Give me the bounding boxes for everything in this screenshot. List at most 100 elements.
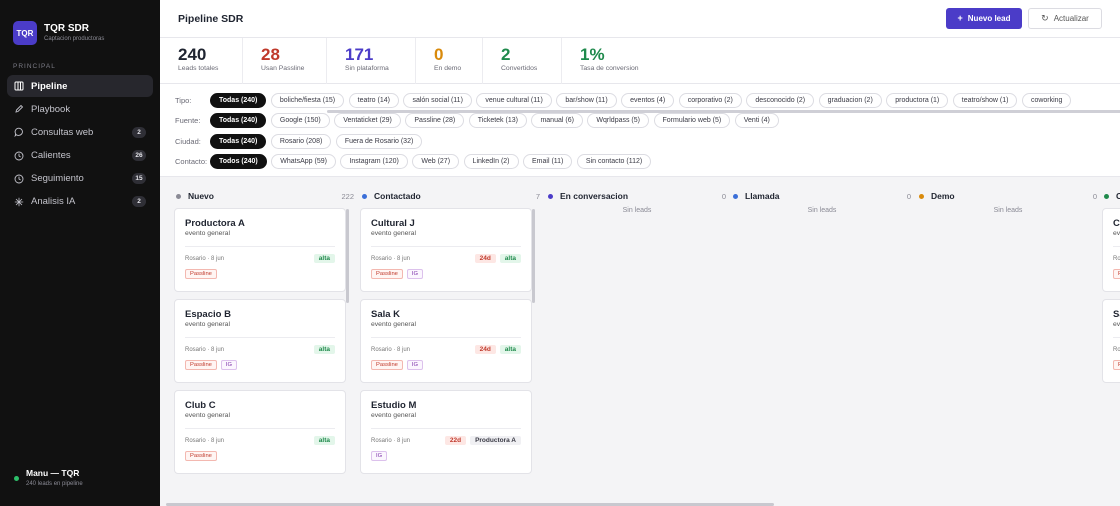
- filter-chip[interactable]: bar/show (11): [556, 92, 617, 108]
- lead-location-date: Rosario · 8 jun: [185, 437, 225, 444]
- filter-chip[interactable]: LinkedIn (2): [463, 154, 519, 170]
- passline-tag: Passline: [185, 360, 217, 370]
- page-title: Pipeline SDR: [178, 12, 244, 25]
- filter-chip[interactable]: Ticketek (13): [468, 113, 527, 129]
- brand-logo[interactable]: TQR: [13, 21, 37, 45]
- filter-chip[interactable]: Todas (240): [210, 113, 267, 129]
- filter-chip[interactable]: Rosario (208): [270, 133, 332, 149]
- lead-name: Cultural J: [371, 218, 415, 229]
- lead-card[interactable]: Saev Ro P: [1102, 299, 1120, 383]
- column-header: Llamada 0: [731, 177, 913, 215]
- column-header: Demo 0: [917, 177, 1099, 215]
- filter-chip[interactable]: Wqrldpass (5): [587, 113, 649, 129]
- refresh-button[interactable]: ↻ Actualizar: [1028, 8, 1102, 29]
- filter-chip[interactable]: Ventaticket (29): [334, 113, 401, 129]
- column-count: 7: [535, 191, 540, 201]
- topbar: Pipeline SDR + Nuevo lead ↻ Actualizar: [160, 0, 1120, 38]
- new-lead-button[interactable]: + Nuevo lead: [946, 8, 1022, 29]
- column-title: Demo: [931, 191, 955, 201]
- stat-en-demo: 0 En demo: [416, 38, 483, 84]
- filter-chip[interactable]: Venti (4): [734, 113, 779, 129]
- online-status-dot: [14, 476, 19, 481]
- filter-chip[interactable]: venue cultural (11): [476, 92, 552, 108]
- filter-chip[interactable]: manual (6): [531, 113, 583, 129]
- column-status-dot: [548, 193, 553, 199]
- column-vertical-scrollbar[interactable]: [346, 209, 349, 303]
- card-meta: Rosario · 8 jun 24d alta: [371, 253, 521, 264]
- priority-badge: alta: [313, 436, 335, 445]
- column-status-dot: [919, 193, 924, 199]
- card-divider: [185, 428, 335, 429]
- stat-label: Convertidos: [501, 65, 538, 72]
- filter-chip[interactable]: salón social (11): [403, 92, 472, 108]
- user-subtitle: 240 leads en pipeline: [26, 481, 83, 487]
- filter-chip[interactable]: productora (1): [886, 92, 949, 108]
- sidebar-item-seguimiento[interactable]: Seguimiento 15: [7, 168, 153, 190]
- sidebar-item-label: Analisis IA: [31, 196, 76, 208]
- lead-type: evento general: [371, 412, 416, 419]
- card-meta: Ro: [1113, 344, 1120, 355]
- card-tags: P: [1113, 269, 1120, 279]
- pipeline-column-en-conversacion: En conversacion 0 Sin leads: [546, 177, 728, 506]
- user-name: Manu — TQR: [26, 468, 80, 478]
- count-badge: 15: [132, 173, 146, 185]
- column-status-dot: [362, 193, 367, 199]
- filter-chip[interactable]: teatro (14): [348, 92, 399, 108]
- filter-chip[interactable]: Todas (240): [210, 133, 267, 149]
- filter-chip[interactable]: coworking: [1021, 92, 1072, 108]
- sidebar-item-analisis-ia[interactable]: Analisis IA 2: [7, 191, 153, 213]
- filter-chip[interactable]: Email (11): [523, 154, 573, 170]
- sidebar-item-playbook[interactable]: Playbook: [7, 98, 153, 120]
- column-header: Nuevo 222: [174, 177, 356, 215]
- stat-sin-plataforma: 171 Sin plataforma: [327, 38, 416, 84]
- lead-type: evento general: [185, 230, 230, 237]
- filter-chip[interactable]: Google (150): [270, 113, 330, 129]
- sidebar-item-pipeline[interactable]: Pipeline: [7, 75, 153, 97]
- filter-chip[interactable]: Web (27): [412, 154, 460, 170]
- filter-chip[interactable]: desconocido (2): [746, 92, 815, 108]
- filter-chip[interactable]: boliche/fiesta (15): [270, 92, 345, 108]
- filter-chip[interactable]: corporativo (2): [678, 92, 742, 108]
- filter-chip[interactable]: Todas (240): [210, 92, 267, 108]
- sidebar-item-consultas-web[interactable]: Consultas web 2: [7, 121, 153, 143]
- count-badge: 2: [132, 126, 146, 138]
- filter-chip[interactable]: Sin contacto (112): [576, 154, 652, 170]
- pipeline-column-c: CCevRoPSaevRoP: [1102, 177, 1120, 506]
- column-status-dot: [176, 193, 181, 199]
- board-horizontal-scrollbar[interactable]: [166, 503, 774, 506]
- age-badge: 22d: [444, 436, 467, 445]
- filter-scrollbar[interactable]: [327, 110, 1120, 113]
- filter-chip[interactable]: Passline (28): [405, 113, 465, 129]
- stat-label: Sin plataforma: [345, 65, 389, 72]
- card-divider: [371, 246, 521, 247]
- column-status-dot: [733, 193, 738, 199]
- filter-chip[interactable]: eventos (4): [621, 92, 675, 108]
- column-status-dot: [1104, 193, 1109, 199]
- lead-type: evento general: [185, 321, 230, 328]
- filters-panel: Tipo: Todas (240) boliche/fiesta (15) teatr…: [160, 84, 1120, 177]
- clock-icon: [14, 174, 24, 184]
- filter-chip[interactable]: Fuera de Rosario (32): [335, 133, 423, 149]
- filter-row-tipo: Tipo: Todas (240) boliche/fiesta (15) teatr…: [160, 90, 1120, 111]
- column-count: 0: [721, 191, 726, 201]
- sidebar-item-calientes[interactable]: Calientes 26: [7, 145, 153, 167]
- filter-chip[interactable]: Todos (240): [210, 154, 267, 170]
- filter-chip[interactable]: Formulario web (5): [653, 113, 731, 129]
- filter-chip[interactable]: WhatsApp (59): [271, 154, 336, 170]
- column-count: 0: [1092, 191, 1097, 201]
- column-vertical-scrollbar[interactable]: [532, 209, 535, 303]
- filter-chip[interactable]: Instagram (120): [340, 154, 408, 170]
- card-meta: Rosario · 8 jun alta: [185, 253, 335, 264]
- stat-convertidos: 2 Convertidos: [483, 38, 562, 84]
- filter-chip[interactable]: teatro/show (1): [952, 92, 1018, 108]
- filter-row-fuente: Fuente: Todas (240) Google (150) Ventaticke…: [160, 111, 1120, 132]
- filter-chip[interactable]: graduacion (2): [818, 92, 882, 108]
- passline-tag: Passline: [371, 360, 403, 370]
